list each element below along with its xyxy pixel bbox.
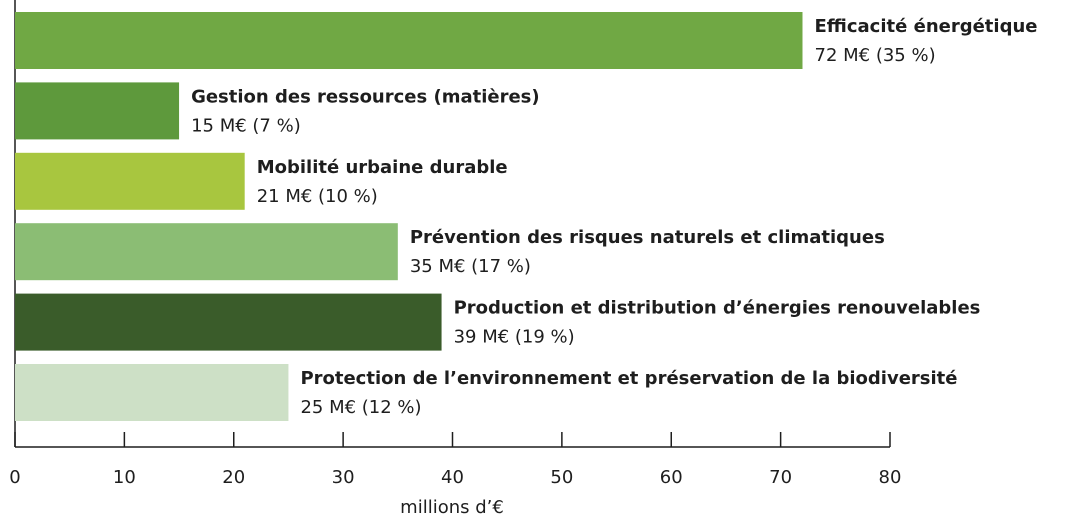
bar (15, 293, 442, 351)
value-label: 15 M€ (7 %) (191, 115, 301, 136)
x-tick-label: 30 (332, 467, 355, 488)
category-label: Prévention des risques naturels et clima… (410, 227, 885, 248)
category-label: Mobilité urbaine durable (257, 157, 508, 178)
category-label: Efficacité énergétique (815, 16, 1038, 37)
value-label: 35 M€ (17 %) (410, 256, 531, 277)
bar (15, 223, 398, 281)
x-tick-label: 50 (550, 467, 573, 488)
x-tick-label: 80 (879, 467, 902, 488)
bar (15, 82, 180, 140)
value-label: 21 M€ (10 %) (257, 186, 378, 207)
category-label: Protection de l’environnement et préserv… (300, 368, 957, 389)
value-label: 72 M€ (35 %) (815, 45, 936, 66)
category-label: Gestion des ressources (matières) (191, 86, 540, 107)
x-tick-label: 70 (769, 467, 792, 488)
bar (15, 12, 803, 69)
x-tick-label: 40 (441, 467, 464, 488)
value-label: 25 M€ (12 %) (300, 397, 421, 418)
x-axis-label: millions d’€ (400, 497, 504, 518)
bar (15, 152, 245, 210)
x-tick-label: 60 (660, 467, 683, 488)
bar (15, 364, 289, 421)
category-label: Production et distribution d’énergies re… (454, 298, 981, 319)
value-label: 39 M€ (19 %) (454, 327, 575, 348)
x-tick-label: 0 (9, 467, 20, 488)
x-tick-label: 20 (222, 467, 245, 488)
x-tick-label: 10 (113, 467, 136, 488)
